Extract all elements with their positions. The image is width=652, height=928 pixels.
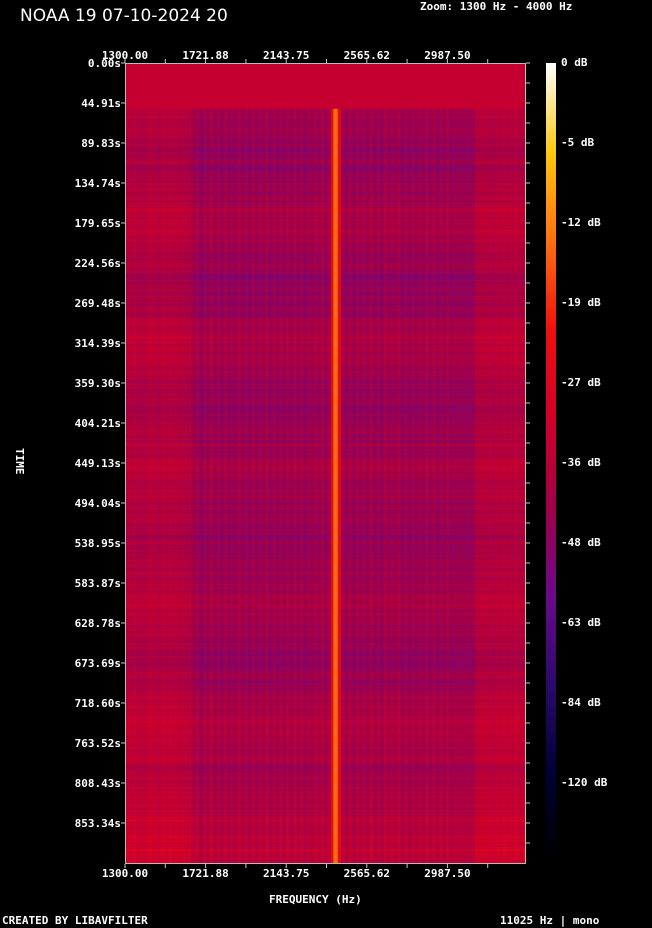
y-tick-label: 628.78s [75,617,121,630]
y-tick-label: 269.48s [75,297,121,310]
x-tick-label-bottom: 2987.50 [424,867,470,880]
colorbar-tick-label: -120 dB [561,776,608,789]
y-tick-label: 763.52s [75,737,121,750]
colorbar-tick-label: -27 dB [561,376,601,389]
y-axis-label: TIME [13,448,26,475]
y-tick-label: 538.95s [75,537,121,550]
x-tick-label-bottom: 2565.62 [344,867,390,880]
spectrogram-heatmap [125,63,526,864]
y-tick-label: 89.83s [81,137,121,150]
y-tick-label: 359.30s [75,377,121,390]
colorbar-tick-label: -48 dB [561,536,601,549]
chart-title: NOAA 19 07-10-2024 20 [20,6,228,26]
y-tick-label: 718.60s [75,697,121,710]
y-tick-label: 808.43s [75,777,121,790]
footer-sample-rate: 11025 Hz | mono [500,914,600,927]
y-tick-label: 853.34s [75,817,121,830]
colorbar-tick-label: -63 dB [561,616,601,629]
y-tick-label: 314.39s [75,337,121,350]
y-tick-label: 179.65s [75,217,121,230]
colorbar-tick-label: -19 dB [561,296,601,309]
x-tick-label-top: 2987.50 [424,49,470,62]
y-tick-label: 44.91s [81,97,121,110]
x-tick-label-bottom: 1300.00 [102,867,148,880]
y-tick-label: 673.69s [75,657,121,670]
y-tick-label: 404.21s [75,417,121,430]
x-tick-label-top: 2565.62 [344,49,390,62]
zoom-label: Zoom: 1300 Hz - 4000 Hz [420,0,573,13]
colorbar-tick-label: -5 dB [561,136,594,149]
y-tick-label: 0.00s [88,57,121,70]
colorbar [546,63,556,863]
x-tick-label-bottom: 1721.88 [182,867,228,880]
colorbar-tick-label: -84 dB [561,696,601,709]
colorbar-tick-label: -12 dB [561,216,601,229]
x-tick-label-top: 2143.75 [263,49,309,62]
footer-credit: CREATED BY LIBAVFILTER [2,914,148,927]
y-tick-label: 449.13s [75,457,121,470]
y-tick-label: 494.04s [75,497,121,510]
x-tick-label-bottom: 2143.75 [263,867,309,880]
y-tick-label: 224.56s [75,257,121,270]
colorbar-tick-label: 0 dB [561,56,588,69]
x-axis-label: FREQUENCY (Hz) [269,893,362,906]
x-tick-label-top: 1721.88 [182,49,228,62]
y-tick-label: 583.87s [75,577,121,590]
x-tick-label-top: 1300.00 [102,49,148,62]
y-tick-label: 134.74s [75,177,121,190]
colorbar-tick-label: -36 dB [561,456,601,469]
